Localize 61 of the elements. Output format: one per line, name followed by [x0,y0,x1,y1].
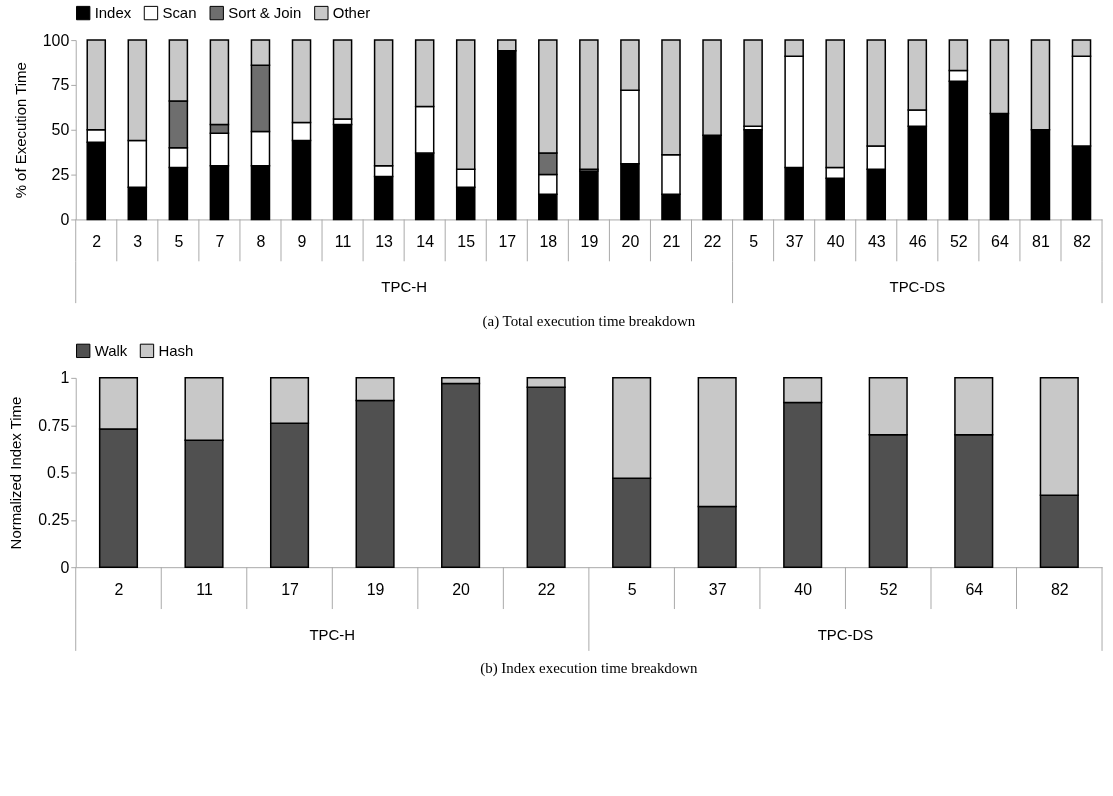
y-tick-label: 25 [51,166,70,184]
legend-label: Sort & Join [228,4,302,22]
x-tick-label: 2 [114,580,124,598]
y-tick-label: 0.25 [38,511,70,529]
y-tick-label: 0 [60,210,70,228]
x-tick-label: 5 [627,580,637,598]
legend-label: Scan [162,4,197,22]
text: (a) Total execution time breakdown [482,312,696,330]
x-tick-label: 2 [92,232,102,250]
x-tick-label: 3 [133,232,143,250]
x-tick-label: 22 [537,580,556,598]
x-tick-label: 7 [215,232,225,250]
x-tick-label: 17 [498,232,517,250]
y-axis-title: % of Execution Time [11,62,29,199]
legend-label: Other [332,4,371,22]
x-tick-label: 19 [366,580,385,598]
x-tick-label: 46 [908,232,927,250]
x-tick-label: 8 [256,232,266,250]
text: TPC-H [309,625,356,643]
text: TPC-DS [889,278,946,296]
y-tick-label: 50 [51,121,70,139]
x-tick-label: 9 [297,232,307,250]
x-tick-label: 18 [539,232,558,250]
x-tick-label: 40 [794,580,813,598]
y-tick-label: 1 [60,369,70,387]
x-tick-label: 81 [1032,232,1050,250]
x-tick-label: 11 [196,580,213,598]
y-tick-label: 75 [51,76,70,94]
y-tick-label: 0 [60,558,70,576]
x-tick-label: 5 [174,232,184,250]
x-tick-label: 5 [749,232,759,250]
x-tick-label: 40 [826,232,845,250]
text: TPC-DS [817,625,874,643]
x-tick-label: 82 [1073,232,1092,250]
y-axis-title: Normalized Index Time [7,396,25,550]
x-tick-label: 52 [949,232,968,250]
x-tick-label: 64 [991,232,1009,250]
x-tick-label: 37 [708,580,727,598]
x-tick-label: 20 [621,232,640,250]
y-tick-label: 100 [42,31,70,49]
x-tick-label: 22 [703,232,722,250]
x-tick-label: 52 [879,580,898,598]
x-tick-label: 20 [452,580,471,598]
y-tick-label: 0.5 [47,464,70,482]
y-tick-label: 0.75 [38,416,70,434]
x-tick-label: 13 [375,232,394,250]
x-tick-label: 21 [662,232,681,250]
text: TPC-H [381,278,427,296]
legend-label: Hash [158,341,194,359]
x-tick-label: 15 [457,232,476,250]
x-tick-label: 43 [867,232,886,250]
x-tick-label: 37 [785,232,804,250]
x-tick-label: 11 [334,232,352,250]
x-tick-label: 17 [281,580,300,598]
x-tick-label: 19 [580,232,599,250]
legend-label: Index [94,4,132,22]
x-tick-label: 14 [416,232,435,250]
x-tick-label: 64 [965,580,984,598]
x-tick-label: 82 [1050,580,1069,598]
legend-label: Walk [94,341,128,359]
text: (b) Index execution time breakdown [480,660,699,678]
